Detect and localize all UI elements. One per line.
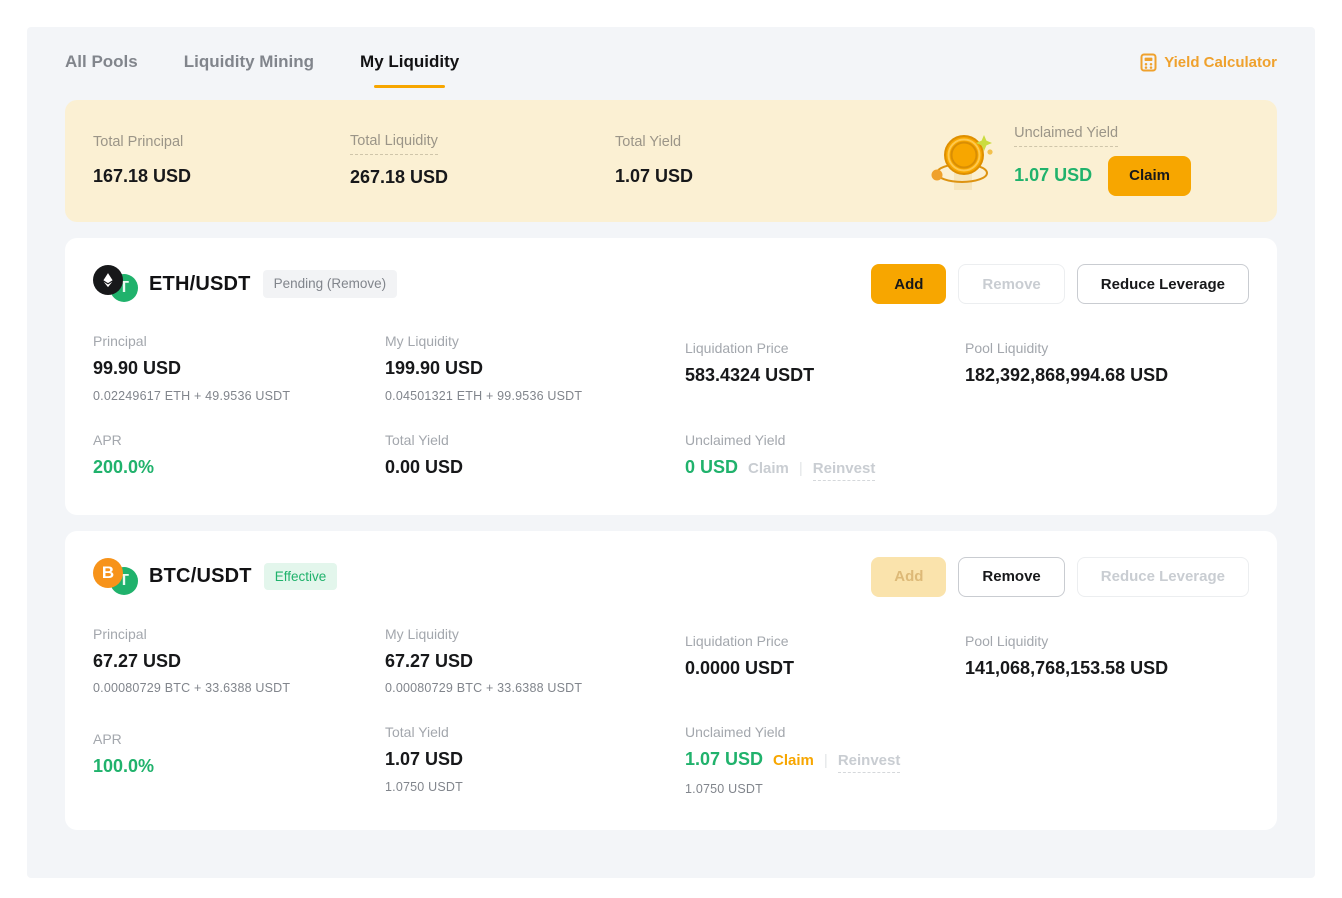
add-button[interactable]: Add [871,556,947,597]
status-badge: Effective [263,562,338,591]
tabs-row: All Pools Liquidity Mining My Liquidity … [65,41,1277,92]
total-liquidity-value: 267.18 USD [350,166,449,187]
pool-stats: Principal 67.27 USD 0.00080729 BTC + 33.… [93,627,1249,797]
pool-header: T ETH/USDT Pending (Remove) Add Remove R… [93,264,1249,304]
unclaimed-yield-block: Unclaimed Yield 1.07 USD Claim [1014,126,1191,196]
reinvest-link[interactable]: Reinvest [837,752,901,774]
unclaimed-yield-stat: Unclaimed Yield 0 USD Claim | Reinvest [685,433,965,481]
empty-cell [965,433,1249,481]
apr-stat: APR 200.0% [93,431,155,477]
liquidation-price-stat: Liquidation Price 583.4324 USDT [685,340,815,385]
remove-button[interactable]: Remove [958,264,1065,304]
my-liquidity-stat: My Liquidity 199.90 USD 0.04501321 ETH +… [385,333,583,403]
tab-my-liquidity[interactable]: My Liquidity [360,41,459,92]
pair-icons: T [93,265,139,303]
my-liquidity-stat: My Liquidity 67.27 USD 0.00080729 BTC + … [385,625,583,696]
claim-button[interactable]: Claim [1108,155,1191,196]
unclaimed-yield-label: Unclaimed Yield [1014,126,1119,147]
pool-card-eth-usdt: T ETH/USDT Pending (Remove) Add Remove R… [65,238,1277,515]
summary-banner: Total Principal 167.18 USD Total Liquidi… [65,100,1277,222]
total-yield-label: Total Yield [615,133,682,150]
principal-stat: Principal 67.27 USD 0.00080729 BTC + 33.… [93,625,291,696]
total-principal-stat: Total Principal 167.18 USD [93,135,350,188]
reinvest-link[interactable]: Reinvest [812,460,876,481]
add-button[interactable]: Add [871,264,947,304]
total-yield-stat: Total Yield 1.07 USD 1.0750 USDT [385,724,464,794]
pool-actions: Add Remove Reduce Leverage [871,556,1249,597]
total-yield-value: 1.07 USD [615,166,694,187]
unclaimed-yield-group: Unclaimed Yield 1.07 USD Claim [924,126,1191,196]
liquidation-price-stat: Liquidation Price 0.0000 USDT [685,632,795,678]
tab-liquidity-mining[interactable]: Liquidity Mining [183,52,315,71]
yield-calculator-link[interactable]: Yield Calculator [1140,41,1277,72]
empty-cell [965,725,1249,796]
pair-title: ETH/USDT [149,272,251,295]
total-principal-value: 167.18 USD [93,166,192,187]
coin-icon [924,130,1002,192]
total-yield-stat: Total Yield 1.07 USD [615,135,835,188]
total-principal-label: Total Principal [93,133,184,150]
claim-link[interactable]: Claim [748,459,789,477]
apr-stat: APR 100.0% [93,731,155,777]
pool-actions: Add Remove Reduce Leverage [871,264,1249,304]
pool-card-btc-usdt: B T BTC/USDT Effective Add Remove Reduce… [65,530,1277,831]
pool-header: B T BTC/USDT Effective Add Remove Reduce… [93,556,1249,597]
pool-liquidity-stat: Pool Liquidity 141,068,768,153.58 USD [965,632,1169,678]
total-yield-stat: Total Yield 0.00 USD [385,431,464,477]
yield-calculator-label: Yield Calculator [1164,54,1277,71]
total-liquidity-stat: Total Liquidity 267.18 USD [350,134,615,188]
calculator-icon [1140,53,1157,72]
pool-stats: Principal 99.90 USD 0.02249617 ETH + 49.… [93,334,1249,481]
principal-stat: Principal 99.90 USD 0.02249617 ETH + 49.… [93,333,291,403]
tabs: All Pools Liquidity Mining My Liquidity [65,41,459,92]
liquidity-panel: All Pools Liquidity Mining My Liquidity … [27,27,1315,878]
status-badge: Pending (Remove) [262,270,398,298]
eth-icon [93,265,123,295]
total-liquidity-label: Total Liquidity [350,134,438,155]
pair-icons: B T [93,557,139,596]
remove-button[interactable]: Remove [958,556,1065,597]
pool-liquidity-stat: Pool Liquidity 182,392,868,994.68 USD [965,340,1169,385]
pair-title: BTC/USDT [149,565,252,588]
claim-link[interactable]: Claim [773,752,814,770]
tab-all-pools[interactable]: All Pools [65,52,138,71]
unclaimed-yield-value: 1.07 USD [1014,165,1093,186]
btc-icon: B [93,557,123,588]
reduce-leverage-button[interactable]: Reduce Leverage [1076,264,1249,304]
reduce-leverage-button[interactable]: Reduce Leverage [1076,556,1249,597]
unclaimed-yield-stat: Unclaimed Yield 1.07 USD Claim | Reinves… [685,724,901,797]
